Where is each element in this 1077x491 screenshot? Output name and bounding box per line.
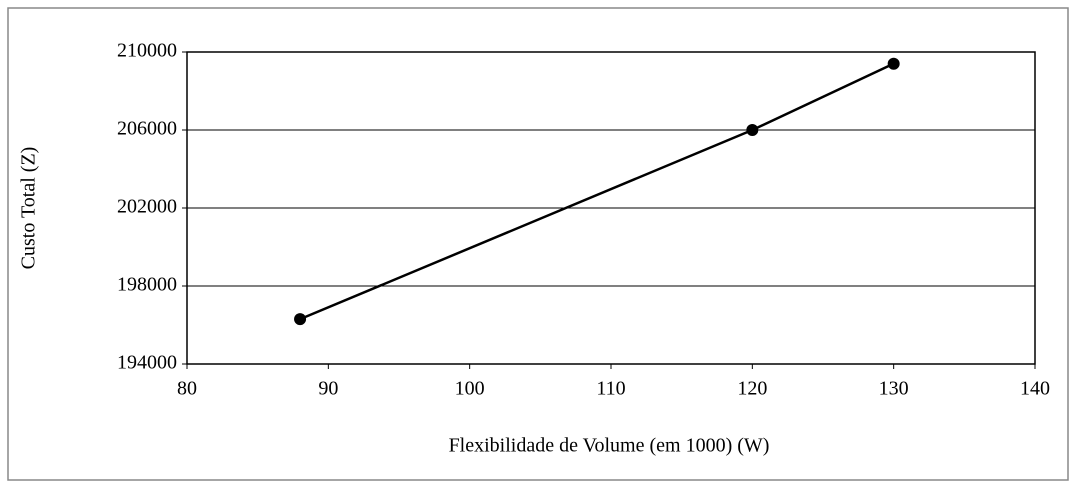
x-tick-label: 80 [177,378,197,400]
y-tick-label: 206000 [117,118,177,140]
x-tick-label: 140 [1020,378,1050,400]
y-tick-label: 210000 [117,40,177,62]
y-tick-label: 198000 [117,274,177,296]
x-axis-label: Flexibilidade de Volume (em 1000) (W) [449,435,770,457]
plot-area [186,51,1036,365]
y-tick-label: 202000 [117,196,177,218]
x-tick-label: 130 [879,378,909,400]
point [294,313,307,326]
x-tick-label: 110 [596,378,625,400]
y-tick-label: 194000 [117,352,177,374]
x-tick-label: 120 [737,378,767,400]
chart-frame [7,7,1069,481]
x-tick-label: 100 [455,378,485,400]
point [887,57,900,70]
x-tick-label: 90 [318,378,338,400]
point [746,124,759,136]
y-axis-label: Custo Total (Z) [18,147,40,270]
